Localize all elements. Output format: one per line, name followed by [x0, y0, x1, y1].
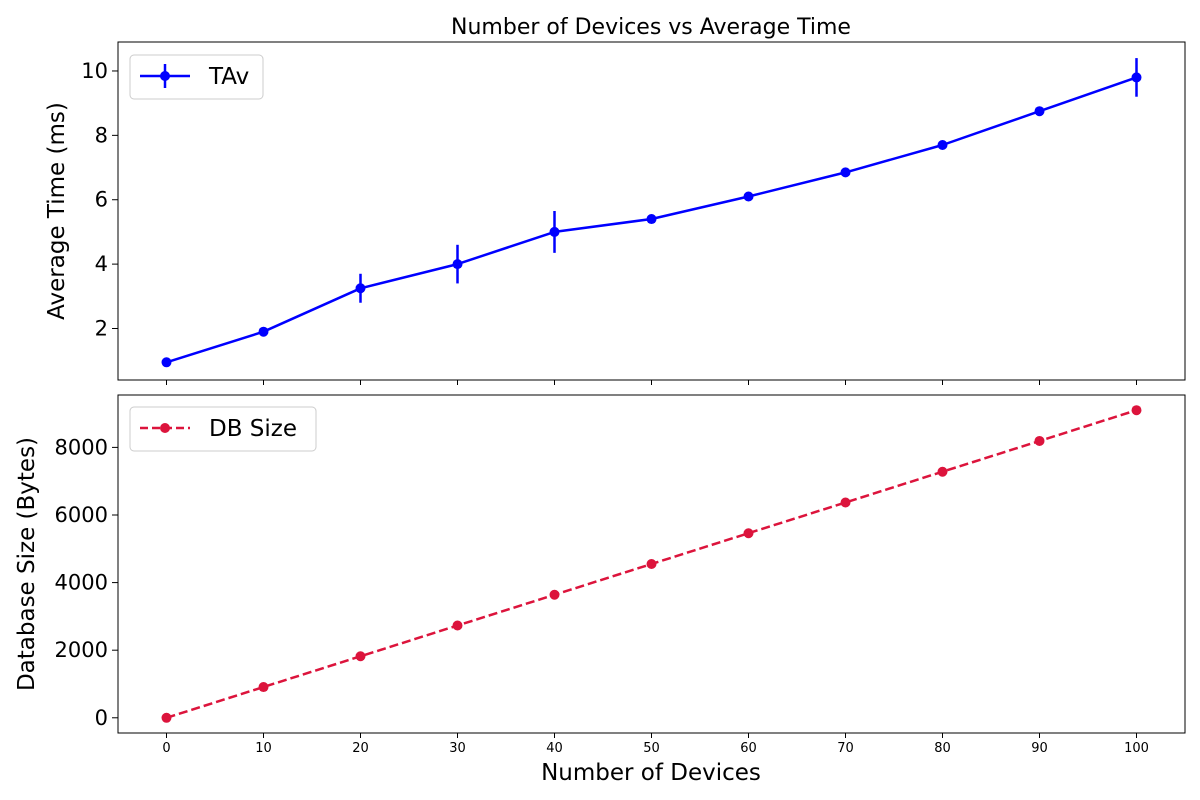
x-axis-label: Number of Devices [541, 760, 761, 786]
top-y-axis-label: Average Time (ms) [44, 102, 70, 320]
bottom-xtick-label: 70 [837, 741, 854, 756]
bottom-legend: DB Size [129, 406, 317, 452]
bottom-data-point [258, 682, 269, 693]
top-data-point [161, 357, 172, 368]
top-data-point [452, 259, 463, 270]
average-time-panel: Number of Devices vs Average Time Averag… [44, 15, 1186, 385]
top-data-point [937, 140, 948, 151]
bottom-xtick-label: 40 [546, 741, 563, 756]
top-ytick-label: 2 [95, 316, 108, 340]
top-data-point [1131, 72, 1142, 83]
bottom-xtick-label: 90 [1031, 741, 1048, 756]
bottom-data-point [646, 559, 657, 569]
bottom-xtick-label: 80 [934, 741, 951, 756]
top-data-point [743, 191, 754, 202]
chart-title: Number of Devices vs Average Time [451, 15, 851, 40]
db-size-legend-label: DB Size [209, 416, 297, 442]
bottom-xtick-label: 50 [643, 741, 660, 756]
bottom-data-point [743, 528, 754, 539]
top-legend-box [129, 54, 264, 100]
bottom-ytick-label: 2000 [55, 638, 108, 662]
bottom-y-axis-label: Database Size (Bytes) [14, 437, 40, 691]
bottom-xtick-label: 20 [352, 741, 369, 756]
bottom-xtick-label: 60 [740, 741, 757, 756]
bottom-ytick-label: 6000 [55, 503, 108, 527]
bottom-xtick-label: 0 [162, 741, 170, 756]
top-data-point [355, 283, 366, 294]
top-data-point [646, 214, 657, 225]
top-data-point [1034, 106, 1045, 117]
top-data-point [258, 326, 269, 337]
top-x-ticks [166, 380, 1137, 385]
bottom-x-ticks: 0 10 20 30 40 50 60 70 80 90 100 [162, 733, 1149, 756]
bottom-data-point [1131, 405, 1142, 416]
bottom-data-point [1034, 435, 1045, 446]
bottom-data-point [161, 712, 172, 723]
top-ytick-label: 6 [95, 188, 108, 212]
bottom-ytick-label: 4000 [55, 571, 108, 595]
top-data-point [840, 167, 851, 178]
db-size-series [161, 405, 1142, 723]
bottom-ytick-label: 0 [95, 706, 108, 730]
database-size-panel: Database Size (Bytes) Number of Devices … [14, 394, 1186, 786]
top-legend: TAv [129, 54, 264, 100]
top-ytick-label: 4 [95, 252, 108, 276]
bottom-legend-box [129, 406, 317, 452]
top-y-ticks: 2 4 6 8 10 [81, 59, 118, 340]
bottom-data-point [840, 497, 851, 508]
bottom-data-point [355, 651, 366, 662]
bottom-data-point [937, 466, 948, 477]
bottom-xtick-label: 100 [1124, 741, 1149, 756]
top-ytick-label: 10 [81, 59, 108, 83]
bottom-y-ticks: 0 2000 4000 6000 8000 [55, 435, 118, 730]
tav-legend-label: TAv [208, 64, 249, 90]
top-data-point [549, 226, 560, 237]
bottom-data-point [452, 620, 463, 631]
bottom-ytick-label: 8000 [55, 435, 108, 459]
db-size-legend-marker [160, 423, 170, 433]
tav-series [161, 58, 1142, 368]
bottom-xtick-label: 10 [255, 741, 272, 756]
bottom-data-point [549, 589, 560, 600]
top-ytick-label: 8 [95, 123, 108, 147]
bottom-xtick-label: 30 [449, 741, 466, 756]
tav-legend-marker [160, 71, 170, 81]
